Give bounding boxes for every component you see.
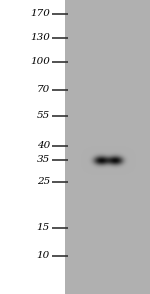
Text: 15: 15 (37, 223, 50, 233)
Text: 25: 25 (37, 178, 50, 186)
Text: 100: 100 (30, 58, 50, 66)
Text: 70: 70 (37, 86, 50, 94)
Text: 170: 170 (30, 9, 50, 19)
Bar (65, 0, 150, 294)
Text: 10: 10 (37, 251, 50, 260)
Text: 130: 130 (30, 34, 50, 43)
Text: 55: 55 (37, 111, 50, 121)
Text: 40: 40 (37, 141, 50, 151)
Text: 35: 35 (37, 156, 50, 165)
